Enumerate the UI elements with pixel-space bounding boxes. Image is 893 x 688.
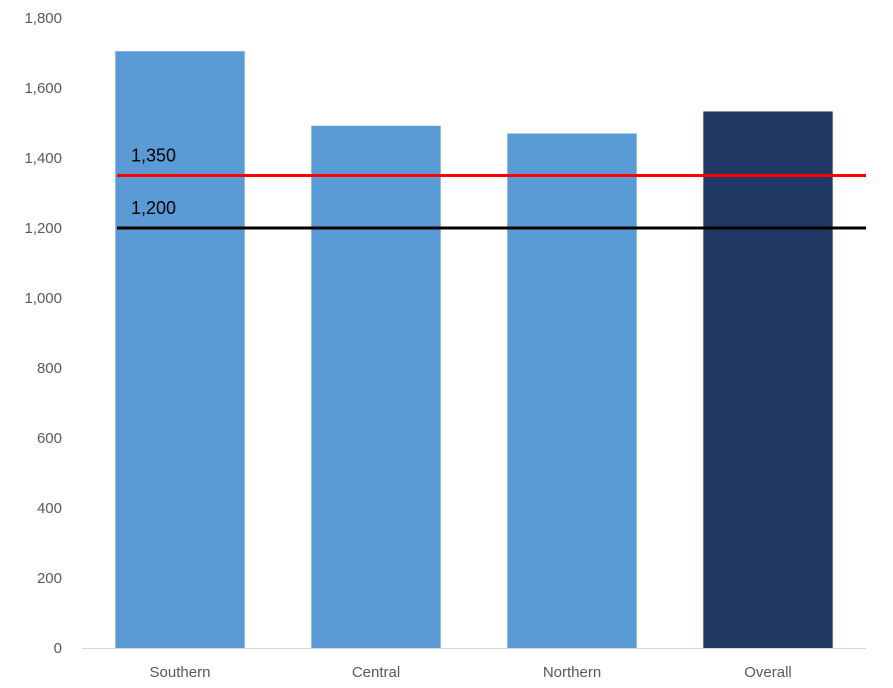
y-tick-label: 200 <box>37 570 62 587</box>
y-tick-label: 0 <box>54 640 62 657</box>
bar-overall <box>703 111 833 648</box>
x-tick-label: Central <box>352 664 400 681</box>
reference-line-label: 1,350 <box>131 146 176 166</box>
bar-northern <box>507 133 637 648</box>
y-tick-label: 1,800 <box>24 10 62 27</box>
y-tick-label: 400 <box>37 500 62 517</box>
bar-southern <box>115 51 245 648</box>
x-tick-label: Southern <box>150 664 211 681</box>
x-tick-label: Northern <box>543 664 601 681</box>
y-tick-label: 1,400 <box>24 150 62 167</box>
y-tick-label: 1,000 <box>24 290 62 307</box>
y-axis-ticks: 0 200 400 600 800 1,000 1,200 1,400 1,600 1,800 <box>24 10 62 657</box>
x-axis-labels: Southern Central Northern Overall <box>150 664 792 681</box>
reference-lines: 1,350 1,200 <box>117 146 866 230</box>
y-tick-label: 1,200 <box>24 220 62 237</box>
bars <box>115 51 833 649</box>
y-tick-label: 800 <box>37 360 62 377</box>
y-tick-label: 600 <box>37 430 62 447</box>
reference-line-label: 1,200 <box>131 198 176 218</box>
y-tick-label: 1,600 <box>24 80 62 97</box>
bar-central <box>311 125 441 649</box>
x-tick-label: Overall <box>744 664 792 681</box>
